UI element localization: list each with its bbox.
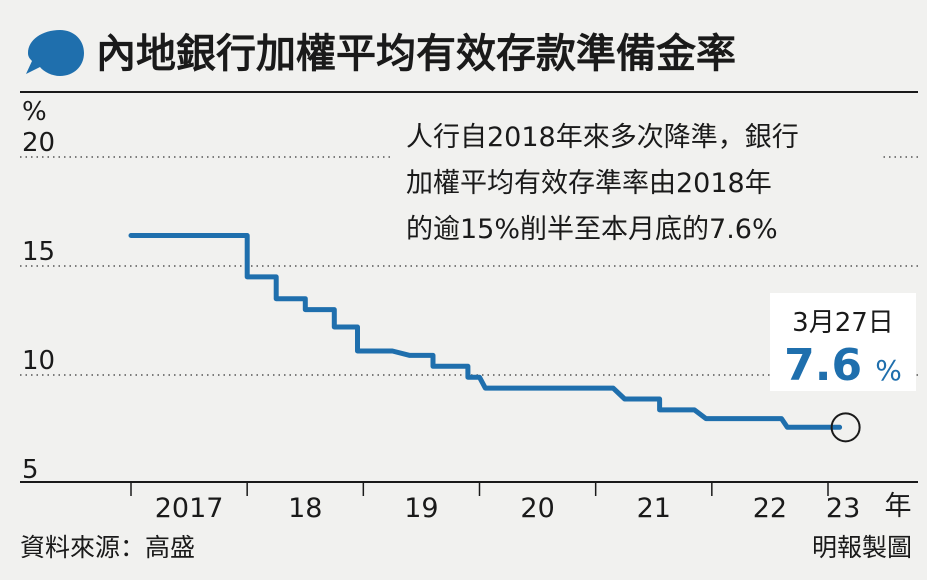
xtick-label-21: 21 [637,493,671,524]
x-axis-unit: 年 [885,491,912,522]
xtick-label-23: 23 [826,493,860,524]
xtick-label-19: 19 [404,493,438,524]
ytick-label-20: 20 [22,128,55,158]
annotation-line-2: 加權平均有效存準率由2018年 [406,168,772,199]
credit-note: 明報製圖 [812,533,912,562]
annotation: 人行自2018年來多次降準，銀行 加權平均有效存準率由2018年 的逾15%削半… [406,122,799,245]
callout-value-line: 7.6 % [784,340,902,391]
chart-title: 內地銀行加權平均有效存款準備金率 [96,30,736,77]
source-note: 資料來源：高盛 [20,533,195,562]
callout-box [770,293,916,391]
value-callout: 3月27日 7.6 % [770,293,916,391]
header: 內地銀行加權平均有效存款準備金率 [20,30,918,93]
callout-unit: % [875,354,902,387]
ytick-label-15: 15 [22,237,55,267]
highlight-marker [830,412,861,443]
y-axis-unit: % [22,97,47,127]
series-line [128,233,843,430]
callout-date: 3月27日 [792,308,894,338]
annotation-line-3: 的逾15%削半至本月底的7.6% [406,214,778,245]
annotation-line-1: 人行自2018年來多次降準，銀行 [406,122,799,153]
series-layer [128,233,861,443]
annotation-background [390,115,882,245]
callout-value: 7.6 [784,340,862,391]
xtick-label-22: 22 [753,493,787,524]
xtick-label-20: 20 [520,493,554,524]
xtick-label-18: 18 [288,493,322,524]
speech-bubble-icon [26,30,84,76]
axes: 5 10 15 20% 2017 18 19 20 21 22 23 年 [20,97,918,524]
ytick-label-5: 5 [22,455,39,485]
xtick-label-2017: 2017 [155,493,224,524]
ytick-label-10: 10 [22,346,55,376]
